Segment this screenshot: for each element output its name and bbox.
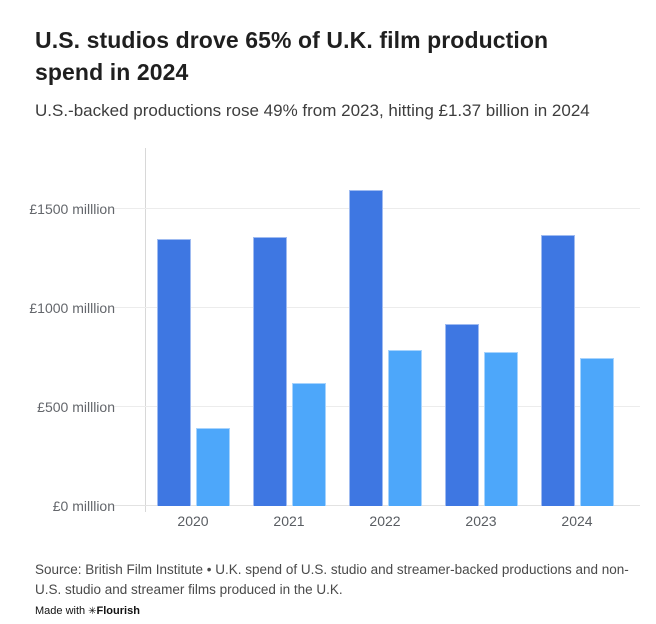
made-with-label: Made with bbox=[35, 605, 86, 617]
bar-dark-2020[interactable] bbox=[156, 238, 191, 506]
bar-light-2020[interactable] bbox=[195, 427, 230, 506]
y-axis-line bbox=[145, 148, 146, 512]
bar-group bbox=[529, 148, 625, 506]
bar-dark-2024[interactable] bbox=[540, 235, 575, 506]
bar-group bbox=[433, 148, 529, 506]
bar-group bbox=[145, 148, 241, 506]
flourish-brand: Flourish bbox=[96, 605, 140, 617]
x-tick-label: 2024 bbox=[561, 513, 593, 529]
x-tick-label: 2021 bbox=[273, 513, 305, 529]
x-tick-label: 2022 bbox=[369, 513, 401, 529]
x-tick-label: 2020 bbox=[177, 513, 209, 529]
bar-group bbox=[337, 148, 433, 506]
page-subtitle: U.S.-backed productions rose 49% from 20… bbox=[35, 101, 590, 120]
y-tick-label: £0 milllion bbox=[52, 498, 115, 514]
y-tick-label: £1000 milllion bbox=[29, 300, 115, 317]
bar-dark-2023[interactable] bbox=[444, 324, 479, 506]
y-tick-label: £500 milllion bbox=[37, 399, 115, 416]
bar-light-2021[interactable] bbox=[291, 383, 326, 506]
bar-light-2022[interactable] bbox=[387, 349, 422, 506]
y-tick-label: £1500 milllion bbox=[29, 201, 115, 218]
page-title: U.S. studios drove 65% of U.K. film prod… bbox=[35, 27, 549, 86]
bar-light-2023[interactable] bbox=[483, 351, 518, 506]
bar-dark-2021[interactable] bbox=[252, 237, 287, 506]
bars-area bbox=[145, 148, 625, 506]
bar-group bbox=[241, 148, 337, 506]
flourish-credit[interactable]: Made with ✳Flourish bbox=[35, 605, 140, 617]
x-tick-label: 2023 bbox=[465, 513, 497, 529]
bar-light-2024[interactable] bbox=[579, 357, 614, 506]
bar-dark-2022[interactable] bbox=[348, 189, 383, 506]
x-axis-labels: 2020 2021 2022 2023 2024 bbox=[145, 513, 625, 529]
flourish-asterisk-icon: ✳ bbox=[88, 606, 97, 617]
source-note: Source: British Film Institute • U.K. sp… bbox=[35, 561, 629, 597]
